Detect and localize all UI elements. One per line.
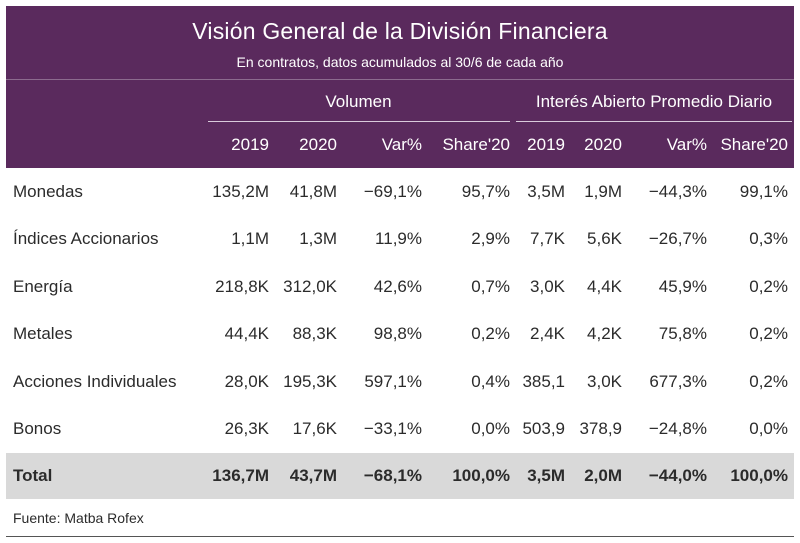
cell-value: −69,1% bbox=[363, 181, 422, 201]
cell-value: 26,3K bbox=[224, 419, 269, 439]
table-header: Visión General de la División Financiera… bbox=[6, 6, 794, 168]
table-row: Monedas 135,2M 41,8M −69,1% 95,7% 3,5M 1,9M −44… bbox=[6, 168, 794, 216]
cell-value: 99,1% bbox=[739, 181, 788, 201]
cell-value: 0,2% bbox=[749, 371, 788, 391]
row-padding bbox=[788, 168, 794, 216]
cell-value: 0,0% bbox=[749, 419, 788, 439]
data-table: Monedas 135,2M 41,8M −69,1% 95,7% 3,5M 1,9M −44… bbox=[6, 168, 794, 499]
col-head-oi-2020: 2020 bbox=[584, 135, 622, 154]
col-head-oi-share: Share'20 bbox=[720, 135, 788, 154]
cell-value: 1,3M bbox=[299, 229, 337, 249]
col-head-oi-var: Var% bbox=[666, 135, 707, 154]
cell-value: 43,7M bbox=[269, 453, 337, 499]
row-label: Metales bbox=[13, 324, 73, 344]
bottom-rule bbox=[6, 536, 794, 537]
cell-value: 0,2% bbox=[749, 276, 788, 296]
row-label: Bonos bbox=[13, 419, 62, 439]
row-label: Energía bbox=[13, 276, 73, 296]
cell-value: 2,9% bbox=[471, 229, 510, 249]
cell-value: 100,0% bbox=[422, 453, 510, 499]
group-open-interest: Interés Abierto Promedio Diario bbox=[535, 92, 773, 111]
cell-value: 218,8K bbox=[215, 276, 269, 296]
cell-value: 0,4% bbox=[471, 371, 510, 391]
row-label: Acciones Individuales bbox=[13, 371, 177, 391]
cell-value: 378,9 bbox=[579, 419, 622, 439]
source-note: Fuente: Matba Rofex bbox=[13, 510, 144, 526]
table-row: Acciones Individuales 28,0K 195,3K 597,1% 0,… bbox=[6, 358, 794, 406]
group-volume-rule bbox=[208, 121, 510, 122]
cell-value: 11,9% bbox=[375, 229, 422, 249]
cell-value: 2,0M bbox=[565, 453, 622, 499]
cell-value: 0,2% bbox=[749, 324, 788, 344]
group-open-interest-rule bbox=[516, 121, 792, 122]
col-head-vol-2019: 2019 bbox=[231, 135, 269, 154]
cell-value: 0,3% bbox=[749, 229, 788, 249]
table-row: Energía 218,8K 312,0K 42,6% 0,7% 3,0K 4,4K 45,9… bbox=[6, 263, 794, 311]
cell-value: 42,6% bbox=[373, 276, 422, 296]
cell-value: 0,2% bbox=[471, 324, 510, 344]
cell-value: 0,0% bbox=[471, 419, 510, 439]
row-padding bbox=[788, 311, 794, 359]
col-head-oi-2019: 2019 bbox=[527, 135, 565, 154]
cell-value: 5,6K bbox=[587, 229, 622, 249]
cell-value: −33,1% bbox=[363, 419, 422, 439]
col-head-vol-var: Var% bbox=[381, 135, 422, 154]
col-head-vol-share: Share'20 bbox=[442, 135, 510, 154]
table-row: Índices Accionarios 1,1M 1,3M 11,9% 2,9% 7,7K… bbox=[6, 216, 794, 264]
cell-value: 17,6K bbox=[292, 419, 337, 439]
cell-value: −24,8% bbox=[648, 419, 707, 439]
cell-value: 2,4K bbox=[530, 324, 565, 344]
cell-value: 503,9 bbox=[522, 419, 565, 439]
page-title: Visión General de la División Financiera bbox=[192, 18, 608, 44]
cell-value: 1,1M bbox=[231, 229, 269, 249]
cell-value: −68,1% bbox=[337, 453, 422, 499]
row-label: Índices Accionarios bbox=[13, 229, 159, 249]
row-label: Monedas bbox=[13, 181, 83, 201]
cell-value: 4,4K bbox=[587, 276, 622, 296]
table-row: Metales 44,4K 88,3K 98,8% 0,2% 2,4K 4,2K 75,8% 0… bbox=[6, 311, 794, 359]
cell-value: 3,0K bbox=[530, 276, 565, 296]
cell-value: 597,1% bbox=[364, 371, 422, 391]
cell-value: 3,5M bbox=[527, 181, 565, 201]
cell-value: −26,7% bbox=[648, 229, 707, 249]
cell-value: −44,0% bbox=[622, 453, 707, 499]
cell-value: 677,3% bbox=[649, 371, 707, 391]
cell-value: 135,2M bbox=[212, 181, 269, 201]
cell-value: 44,4K bbox=[224, 324, 269, 344]
cell-value: 4,2K bbox=[587, 324, 622, 344]
cell-value: 75,8% bbox=[658, 324, 707, 344]
cell-value: 195,3K bbox=[283, 371, 337, 391]
row-padding bbox=[788, 358, 794, 406]
cell-value: 312,0K bbox=[283, 276, 337, 296]
row-label: Total bbox=[6, 453, 206, 499]
row-padding bbox=[788, 406, 794, 454]
cell-value: 385,1 bbox=[522, 371, 565, 391]
table-row: Bonos 26,3K 17,6K −33,1% 0,0% 503,9 378,9 −24,8… bbox=[6, 406, 794, 454]
cell-value: 136,7M bbox=[206, 453, 269, 499]
cell-value: 28,0K bbox=[224, 371, 269, 391]
cell-value: 3,5M bbox=[510, 453, 565, 499]
header-divider bbox=[6, 79, 794, 80]
cell-value: 41,8M bbox=[289, 181, 337, 201]
row-padding bbox=[788, 453, 794, 499]
cell-value: 100,0% bbox=[707, 453, 788, 499]
row-padding bbox=[788, 263, 794, 311]
row-padding bbox=[788, 216, 794, 264]
cell-value: 3,0K bbox=[587, 371, 622, 391]
cell-value: −44,3% bbox=[648, 181, 707, 201]
group-volume: Volumen bbox=[325, 92, 392, 111]
cell-value: 1,9M bbox=[584, 181, 622, 201]
cell-value: 98,8% bbox=[373, 324, 422, 344]
cell-value: 7,7K bbox=[530, 229, 565, 249]
cell-value: 88,3K bbox=[292, 324, 337, 344]
col-head-vol-2020: 2020 bbox=[299, 135, 337, 154]
total-row: Total 136,7M 43,7M −68,1% 100,0% 3,5M 2,0M −44,… bbox=[6, 453, 794, 499]
cell-value: 0,7% bbox=[471, 276, 510, 296]
page-subtitle: En contratos, datos acumulados al 30/6 d… bbox=[236, 54, 564, 70]
cell-value: 95,7% bbox=[461, 181, 510, 201]
cell-value: 45,9% bbox=[658, 276, 707, 296]
